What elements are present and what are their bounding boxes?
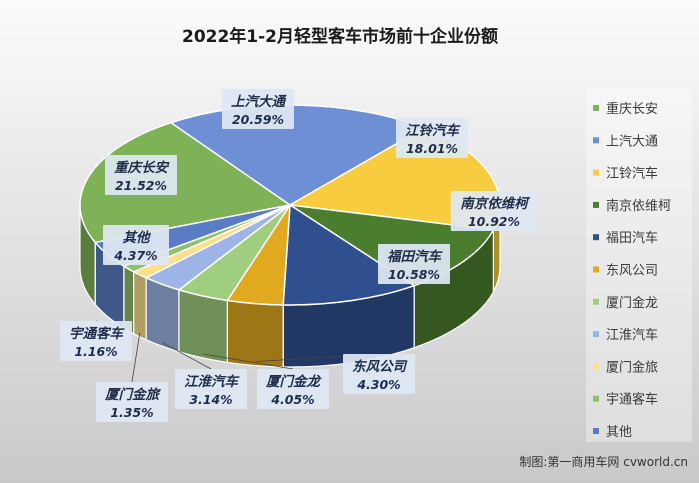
slice-7-label-name: 江淮汽车 bbox=[184, 374, 240, 390]
legend-swatch-10 bbox=[593, 428, 599, 434]
slice-7-leader-line bbox=[161, 341, 212, 370]
slice-2-label-box bbox=[396, 118, 468, 158]
slice-5-label-box bbox=[343, 354, 415, 394]
slice-7-label-box bbox=[175, 369, 247, 409]
legend-item-1: 上汽大通 bbox=[606, 134, 658, 149]
slice-7-label-value: 3.14% bbox=[189, 392, 232, 407]
slice-0-top bbox=[79, 121, 291, 244]
legend-item-0: 重庆长安 bbox=[606, 101, 658, 117]
legend-swatch-5 bbox=[593, 266, 599, 273]
legend-swatch-1 bbox=[593, 137, 599, 144]
legend-swatch-3 bbox=[593, 201, 599, 208]
slice-4-label-name: 福田汽车 bbox=[387, 249, 443, 265]
slice-0-label-box bbox=[105, 155, 177, 195]
legend-item-4: 福田汽车 bbox=[606, 230, 658, 246]
slice-6-leader-line bbox=[202, 353, 294, 370]
slice-0-label-name: 重庆长安 bbox=[114, 160, 170, 176]
slice-0-label-value: 21.52% bbox=[115, 178, 167, 193]
legend-swatch-4 bbox=[593, 234, 599, 241]
slice-10-label-name: 其他 bbox=[123, 230, 152, 246]
slice-8-label-box bbox=[96, 382, 168, 422]
legend-swatch-0 bbox=[593, 105, 599, 111]
slice-9-label-name: 宇通客车 bbox=[69, 326, 125, 342]
legend-swatch-7 bbox=[593, 331, 599, 338]
slice-10-label-value: 4.37% bbox=[113, 248, 157, 263]
slice-9-label-value: 1.16% bbox=[74, 344, 117, 359]
slice-5-label-value: 4.30% bbox=[356, 377, 400, 392]
slice-2-label-name: 江铃汽车 bbox=[405, 123, 461, 139]
slice-4-label-box bbox=[378, 244, 450, 284]
slice-9-label-box bbox=[60, 321, 132, 361]
legend-item-2: 江铃汽车 bbox=[606, 166, 658, 182]
slice-1-label-box bbox=[222, 89, 294, 129]
legend-swatch-8 bbox=[593, 363, 599, 370]
slice-6-label-name: 厦门金龙 bbox=[265, 374, 322, 390]
legend-item-10: 其他 bbox=[606, 425, 632, 440]
slice-8-leader-line bbox=[131, 332, 141, 383]
slice-8-side-wall bbox=[133, 270, 147, 341]
slice-3-label-value: 10.92% bbox=[468, 214, 520, 229]
slice-2-label-value: 18.01% bbox=[406, 141, 458, 156]
data-labels: 重庆长安 21.52% 上汽大通 20.59% 江铃汽车 18.01% 南京依维柯 10.92… bbox=[60, 89, 538, 422]
legend-item-5: 东风公司 bbox=[606, 264, 658, 279]
legend-item-6: 厦门金龙 bbox=[606, 295, 658, 311]
slice-8-label-value: 1.35% bbox=[110, 405, 153, 420]
slice-3-label-box bbox=[450, 191, 538, 231]
legend-item-7: 江淮汽车 bbox=[606, 327, 658, 343]
slice-8-label-name: 厦门金旅 bbox=[104, 387, 161, 403]
legend-item-3: 南京依维柯 bbox=[606, 198, 671, 214]
legend-box bbox=[586, 88, 692, 442]
slice-10-label-box bbox=[103, 225, 169, 265]
slice-1-label-name: 上汽大通 bbox=[231, 94, 287, 110]
chart-title: 2022年1-2月轻型客车市场前十企业份额 bbox=[182, 26, 498, 47]
slice-5-label-name: 东风公司 bbox=[352, 359, 407, 375]
slice-6-label-value: 4.05% bbox=[270, 392, 314, 407]
slice-1-label-value: 20.59% bbox=[232, 112, 284, 127]
slice-3-label-name: 南京依维柯 bbox=[460, 196, 530, 212]
legend-swatch-6 bbox=[593, 298, 599, 305]
legend-item-9: 宇通客车 bbox=[606, 392, 658, 408]
legend: 重庆长安上汽大通江铃汽车南京依维柯福田汽车东风公司厦门金龙江淮汽车厦门金旅宇通客… bbox=[586, 88, 692, 442]
legend-item-8: 厦门金旅 bbox=[606, 359, 658, 375]
slice-6-side-wall bbox=[178, 289, 228, 364]
slice-5-side-wall bbox=[226, 299, 284, 368]
slice-6-label-box bbox=[257, 369, 329, 409]
legend-swatch-2 bbox=[593, 169, 599, 176]
legend-swatch-9 bbox=[593, 395, 599, 402]
slice-4-label-value: 10.58% bbox=[388, 267, 440, 282]
credit-text: 制图:第一商用车网 cvworld.cn bbox=[519, 454, 688, 469]
